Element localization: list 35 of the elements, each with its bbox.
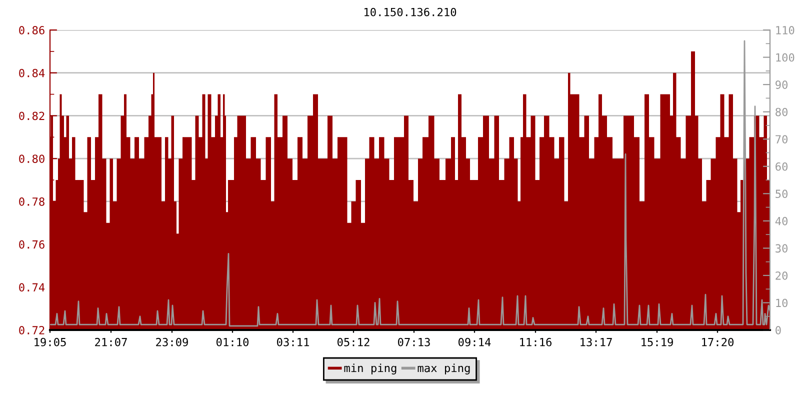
y2-tick-label: 30 [776, 244, 788, 253]
x-tick-label: 15:19 [642, 338, 673, 346]
y2-tick-label: 110 [776, 26, 794, 34]
x-tick-label: 21:07 [95, 338, 127, 346]
y2-tick-label: 90 [776, 80, 788, 89]
chart-title: 10.150.136.210 [364, 8, 456, 16]
y-tick-label: 0.74 [19, 283, 45, 292]
legend-label: min ping [344, 364, 396, 374]
y2-tick-label: 10 [776, 298, 788, 308]
y-tick-label: 0.86 [19, 26, 44, 34]
legend-label: max ping [418, 364, 470, 374]
y2-tick-label: 0 [776, 326, 781, 334]
x-tick-label: 11:16 [520, 338, 552, 346]
y-tick-label: 0.76 [19, 240, 44, 249]
y2-tick-label: 70 [776, 135, 788, 144]
x-tick-label: 07:13 [398, 338, 430, 346]
x-tick-label: 01:10 [216, 338, 249, 346]
y-tick-label: 0.80 [19, 154, 44, 163]
x-tick-label: 19:05 [34, 338, 66, 346]
y-tick-label: 0.72 [19, 326, 44, 334]
y2-tick-label: 50 [776, 190, 788, 198]
y-tick-label: 0.84 [19, 68, 45, 78]
x-tick-label: 09:14 [458, 338, 491, 346]
x-tick-label: 17:20 [702, 338, 734, 346]
y2-tick-label: 60 [776, 162, 788, 171]
y2-tick-label: 20 [776, 271, 788, 280]
x-tick-label: 23:09 [156, 338, 188, 346]
x-tick-label: 13:17 [580, 338, 612, 346]
y2-tick-label: 100 [776, 53, 794, 62]
y-tick-label: 0.82 [19, 112, 44, 120]
y2-tick-label: 40 [775, 216, 788, 226]
y2-tick-label: 80 [776, 108, 788, 116]
x-tick-label: 03:11 [277, 338, 309, 346]
x-tick-label: 05:12 [338, 338, 370, 346]
y-tick-label: 0.78 [19, 197, 44, 206]
